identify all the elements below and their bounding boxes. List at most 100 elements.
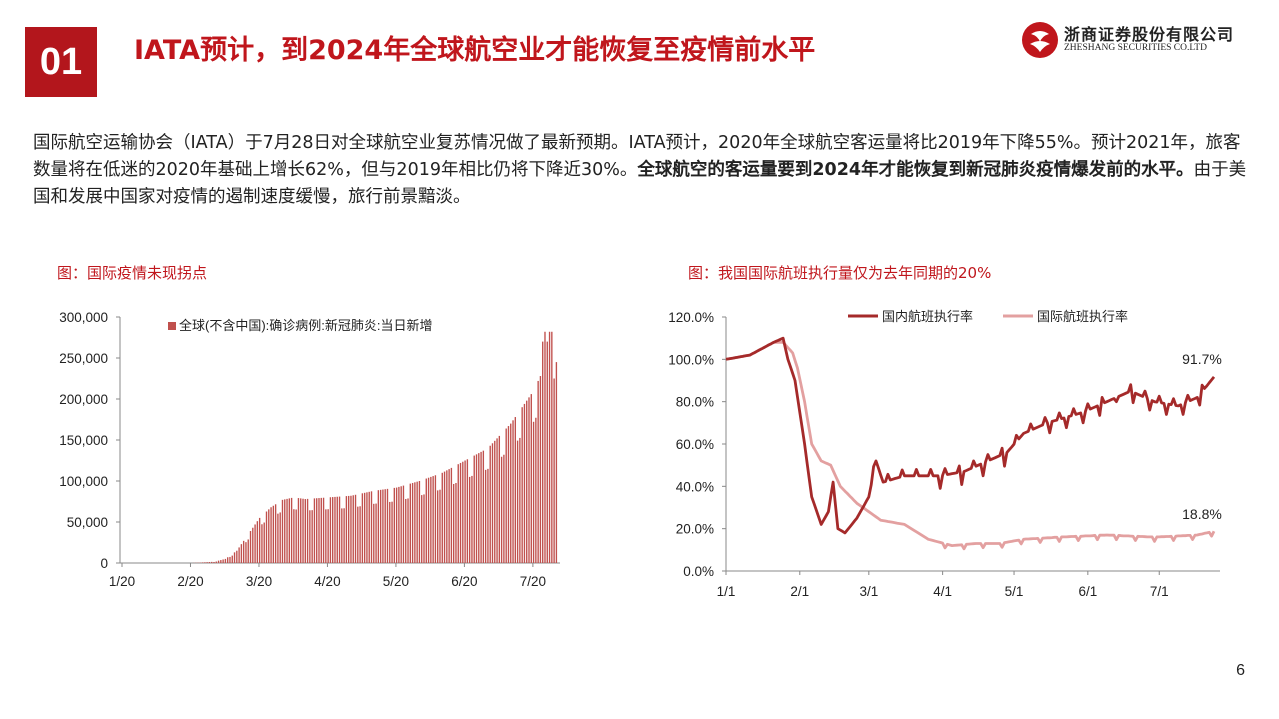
bar bbox=[494, 440, 496, 563]
x-tick-label: 2/20 bbox=[177, 574, 203, 589]
bar bbox=[206, 562, 208, 563]
bar bbox=[553, 378, 555, 563]
bar bbox=[471, 475, 473, 563]
y-tick-label: 100.0% bbox=[668, 352, 714, 367]
bar bbox=[523, 403, 526, 563]
bar bbox=[368, 491, 370, 563]
x-tick-label: 7/1 bbox=[1150, 584, 1169, 599]
company-logo: 浙商证券股份有限公司 ZHESHANG SECURITIES CO.LTD bbox=[1020, 20, 1250, 60]
x-tick-label: 2/1 bbox=[790, 584, 809, 599]
bar bbox=[437, 490, 439, 563]
bar bbox=[546, 341, 548, 563]
bar bbox=[382, 489, 384, 563]
end-label-international: 18.8% bbox=[1182, 506, 1222, 522]
bar bbox=[393, 487, 396, 563]
bar bbox=[430, 476, 432, 563]
bar bbox=[416, 481, 418, 563]
bar bbox=[405, 498, 407, 563]
bar bbox=[391, 501, 393, 563]
bar bbox=[400, 486, 402, 563]
bar bbox=[204, 562, 206, 563]
bar bbox=[350, 495, 352, 563]
x-tick-label: 5/20 bbox=[383, 574, 409, 589]
bar bbox=[227, 557, 229, 563]
bar bbox=[347, 495, 350, 563]
bar bbox=[295, 509, 297, 563]
bar bbox=[512, 420, 514, 563]
y-tick-label: 100,000 bbox=[59, 474, 108, 489]
bar bbox=[281, 499, 284, 563]
bar bbox=[386, 488, 389, 563]
para-text-2: 由于美国和发展中国家对疫情的遏制速度缓慢，旅行前景黯淡。 bbox=[33, 160, 1247, 207]
bar bbox=[528, 397, 530, 563]
bar bbox=[332, 497, 334, 563]
bar bbox=[498, 435, 501, 563]
bar bbox=[514, 417, 516, 563]
bar bbox=[345, 496, 348, 563]
bar bbox=[300, 498, 302, 563]
bar bbox=[322, 497, 325, 563]
bar bbox=[268, 509, 270, 563]
bar bbox=[464, 460, 466, 563]
y-tick-label: 20.0% bbox=[676, 522, 714, 537]
bar bbox=[555, 362, 558, 563]
x-tick-label: 5/1 bbox=[1005, 584, 1024, 599]
bar bbox=[270, 507, 272, 563]
bar bbox=[272, 505, 275, 563]
bar bbox=[503, 454, 505, 563]
bar bbox=[544, 331, 546, 563]
bar bbox=[373, 503, 375, 563]
bar bbox=[290, 497, 293, 563]
bar bbox=[505, 428, 507, 563]
bar bbox=[297, 498, 300, 563]
y-tick-label: 0.0% bbox=[683, 564, 714, 579]
x-tick-label: 4/1 bbox=[933, 584, 952, 599]
bar bbox=[489, 445, 491, 563]
bar bbox=[409, 483, 411, 563]
y-tick-label: 200,000 bbox=[59, 392, 108, 407]
bar bbox=[247, 539, 249, 563]
bar bbox=[402, 485, 405, 563]
bar bbox=[482, 450, 485, 563]
flights-line-chart: 0.0% 20.0% 40.0% 60.0% 80.0% 100.0% 120.0% 1/1 2… bbox=[668, 309, 1222, 599]
bar bbox=[491, 443, 494, 563]
bar bbox=[288, 498, 291, 563]
y-tick-label: 300,000 bbox=[59, 310, 108, 325]
bar bbox=[201, 562, 204, 563]
y-tick-label: 0 bbox=[100, 556, 108, 571]
bar bbox=[441, 472, 443, 563]
bar bbox=[446, 470, 448, 563]
bar bbox=[439, 489, 441, 563]
bar bbox=[279, 512, 281, 563]
bar bbox=[256, 521, 259, 563]
bar bbox=[213, 561, 215, 563]
logo-chinese-name: 浙商证券股份有限公司 bbox=[1064, 25, 1235, 44]
bar bbox=[407, 498, 409, 563]
bar bbox=[421, 495, 423, 563]
bar bbox=[478, 453, 480, 563]
section-number: 01 bbox=[25, 27, 97, 97]
bar bbox=[468, 476, 471, 563]
bar bbox=[274, 504, 277, 563]
bar bbox=[377, 490, 380, 563]
bar bbox=[487, 468, 489, 563]
bar bbox=[551, 331, 553, 563]
bar bbox=[473, 455, 475, 563]
bar bbox=[519, 437, 521, 563]
bar bbox=[245, 542, 247, 563]
y-tick-label: 120.0% bbox=[668, 310, 714, 325]
cases-bar-chart: 0 50,000 100,000 150,000 200,000 250,000 300,0… bbox=[59, 310, 560, 589]
bar bbox=[457, 464, 459, 563]
bar bbox=[366, 492, 368, 563]
x-tick-label: 7/20 bbox=[520, 574, 546, 589]
bar bbox=[311, 510, 313, 563]
page-title: IATA预计，到2024年全球航空业才能恢复至疫情前水平 bbox=[134, 35, 816, 66]
bar bbox=[475, 454, 478, 563]
bar bbox=[423, 494, 425, 563]
y-tick-label: 250,000 bbox=[59, 351, 108, 366]
bar bbox=[249, 531, 252, 563]
bar bbox=[434, 475, 437, 563]
intro-paragraph: 国际航空运输协会（IATA）于7月28日对全球航空业复苏情况做了最新预期。IAT… bbox=[33, 130, 1248, 211]
bar bbox=[450, 467, 453, 563]
bar bbox=[548, 331, 551, 563]
